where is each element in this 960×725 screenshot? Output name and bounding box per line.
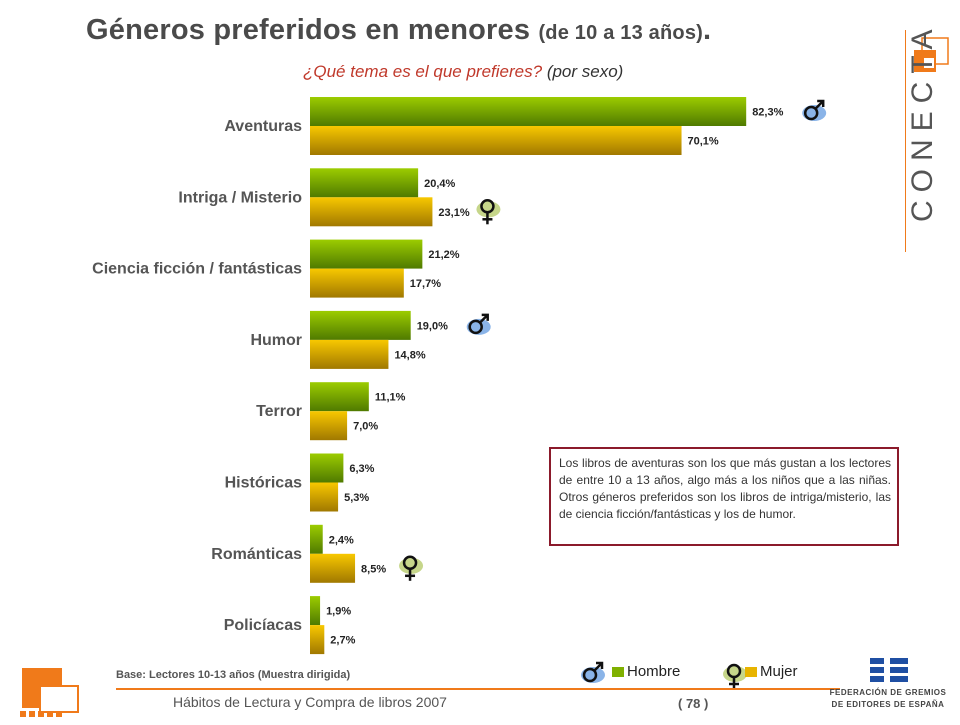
base-note: Base: Lectores 10-13 años (Muestra dirig… <box>116 669 351 681</box>
bar-male <box>310 168 419 198</box>
value-label-female: 23,1% <box>438 207 469 219</box>
category-label: Terror <box>256 403 302 420</box>
value-label-male: 82,3% <box>752 107 783 119</box>
chart-question-suffix: (por sexo) <box>546 62 624 81</box>
federation-name-line1: FEDERACIÓN DE GREMIOS <box>829 688 947 697</box>
bar-male <box>310 97 747 126</box>
page-number: ( 78 ) <box>678 696 709 711</box>
category-label: Policíacas <box>224 617 302 634</box>
legend-female-label: Mujer <box>760 663 798 680</box>
female-symbol-icon <box>476 199 501 225</box>
summary-note: Los libros de aventuras son los que más … <box>549 447 899 546</box>
bar-male <box>310 596 321 626</box>
value-label-male: 20,4% <box>424 178 455 190</box>
category-label: Humor <box>250 332 302 349</box>
bar-male <box>310 453 344 483</box>
footer-line <box>116 688 840 690</box>
value-label-male: 21,2% <box>428 249 459 261</box>
footer-title: Hábitos de Lectura y Compra de libros 20… <box>173 694 447 710</box>
brand-divider <box>905 30 906 252</box>
brand-name: CONECTA <box>906 21 939 222</box>
corner-logo-icon <box>18 668 82 725</box>
value-label-female: 2,7% <box>330 635 355 647</box>
bar-male <box>310 382 369 412</box>
bar-female <box>310 197 433 227</box>
federation-name: FEDERACIÓN DE GREMIOS DE EDITORES DE ESP… <box>822 687 954 711</box>
bars-layer: Aventuras 82,3% 70,1% Intriga / Misterio 20,… <box>92 97 827 655</box>
value-label-female: 70,1% <box>688 136 719 148</box>
value-label-male: 2,4% <box>329 534 354 546</box>
chart-subtitle: ¿Qué tema es el que prefieres? (por sexo… <box>303 62 623 82</box>
value-label-female: 17,7% <box>410 278 441 290</box>
category-label: Románticas <box>211 546 302 563</box>
legend-male-icon <box>578 660 608 686</box>
bar-female <box>310 339 389 369</box>
category-label: Históricas <box>225 475 302 492</box>
category-label: Intriga / Misterio <box>178 189 302 206</box>
bar-female <box>310 553 356 583</box>
value-label-male: 6,3% <box>349 463 374 475</box>
legend-male-swatch <box>612 667 624 677</box>
chart-question: ¿Qué tema es el que prefieres? <box>303 62 543 81</box>
bar-male <box>310 310 411 340</box>
bar-female <box>310 411 348 441</box>
page-title-suffix: (de 10 a 13 años) <box>538 22 704 44</box>
page-title: Géneros preferidos en menores (de 10 a 1… <box>86 14 711 47</box>
legend-male-label: Hombre <box>627 663 681 680</box>
value-label-female: 5,3% <box>344 492 369 504</box>
value-label-female: 8,5% <box>361 563 386 575</box>
male-symbol-icon <box>802 99 827 121</box>
bar-male <box>310 524 323 554</box>
value-label-female: 7,0% <box>353 421 378 433</box>
legend-female-icon <box>722 662 748 692</box>
value-label-male: 11,1% <box>375 392 406 404</box>
bar-male <box>310 239 423 269</box>
value-label-male: 19,0% <box>417 320 448 332</box>
bar-female <box>310 268 404 298</box>
male-symbol-icon <box>466 313 491 335</box>
legend-female-swatch <box>745 667 757 677</box>
value-label-female: 14,8% <box>394 349 425 361</box>
bar-female <box>310 482 339 512</box>
federation-logo-icon <box>868 656 910 689</box>
female-symbol-icon <box>399 555 424 581</box>
bar-female <box>310 126 682 155</box>
value-label-male: 1,9% <box>326 606 351 618</box>
category-label: Ciencia ficción / fantásticas <box>92 261 302 278</box>
page-title-main: Géneros preferidos en menores <box>86 14 531 46</box>
brand-squares-icon <box>912 32 952 81</box>
category-label: Aventuras <box>224 118 302 135</box>
bar-female <box>310 625 325 655</box>
page-title-dot: . <box>703 14 712 46</box>
federation-name-line2: DE EDITORES DE ESPAÑA <box>831 700 945 709</box>
